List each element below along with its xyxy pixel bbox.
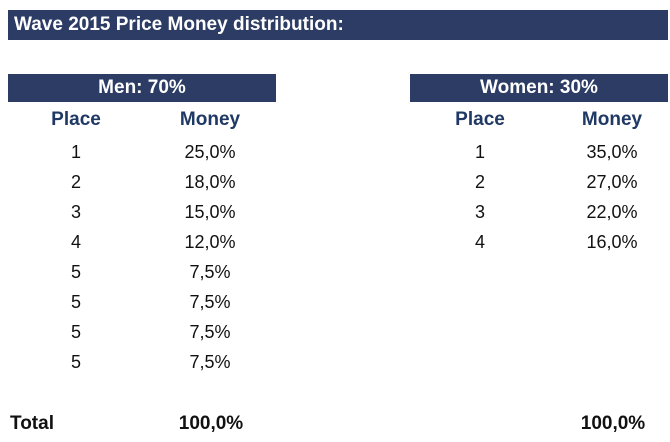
women-place-column-header: Place bbox=[455, 109, 505, 130]
men-row-money: 7,5% bbox=[189, 352, 231, 372]
men-row-money: 25,0% bbox=[184, 142, 236, 162]
women-row-money: 22,0% bbox=[586, 202, 638, 222]
women-total-value: 100,0% bbox=[580, 413, 646, 434]
men-place-column-header: Place bbox=[51, 109, 101, 130]
men-row-money: 7,5% bbox=[189, 292, 231, 312]
women-row-money: 27,0% bbox=[586, 172, 638, 192]
men-money-column-header: Money bbox=[179, 109, 241, 130]
men-row-place: 4 bbox=[70, 232, 81, 252]
men-total-value: 100,0% bbox=[178, 413, 244, 434]
men-row-place: 2 bbox=[70, 172, 81, 192]
men-row-money: 7,5% bbox=[189, 262, 231, 282]
women-money-column-header: Money bbox=[581, 109, 643, 130]
men-row-place: 5 bbox=[70, 322, 81, 342]
women-section-header: Women: 30% bbox=[410, 74, 668, 102]
men-row-place: 5 bbox=[70, 262, 81, 282]
men-section-header: Men: 70% bbox=[8, 74, 276, 102]
page-title: Wave 2015 Price Money distribution: bbox=[8, 10, 668, 40]
women-row-place: 2 bbox=[474, 172, 485, 192]
men-row-money: 12,0% bbox=[184, 232, 236, 252]
men-row-money: 7,5% bbox=[189, 322, 231, 342]
men-row-place: 5 bbox=[70, 352, 81, 372]
men-row-place: 5 bbox=[70, 292, 81, 312]
women-row-money: 16,0% bbox=[586, 232, 638, 252]
total-label: Total bbox=[10, 413, 54, 434]
men-row-money: 18,0% bbox=[184, 172, 236, 192]
women-row-place: 3 bbox=[474, 202, 485, 222]
women-row-money: 35,0% bbox=[586, 142, 638, 162]
women-row-place: 1 bbox=[474, 142, 485, 162]
men-row-place: 1 bbox=[70, 142, 81, 162]
women-row-place: 4 bbox=[474, 232, 485, 252]
men-row-place: 3 bbox=[70, 202, 81, 222]
men-row-money: 15,0% bbox=[184, 202, 236, 222]
